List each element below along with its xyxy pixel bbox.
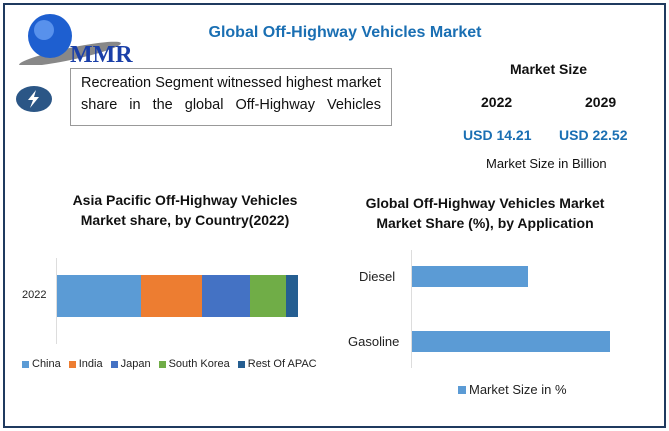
legend-label: Market Size in %: [469, 382, 567, 397]
frame: [3, 3, 666, 428]
lightning-bolt-icon: [16, 86, 52, 112]
chart2-axis: [411, 250, 412, 368]
legend-swatch: [237, 360, 245, 368]
year-2029: 2029: [585, 94, 617, 110]
highlight-note: Recreation Segment witnessed highest mar…: [70, 68, 392, 126]
legend-item: China: [22, 358, 61, 370]
market-size-label: Market Size: [510, 61, 588, 77]
stacked-bar: [57, 275, 298, 317]
chart1-axis: [56, 258, 57, 344]
legend-swatch: [22, 360, 29, 368]
bar-diesel: [412, 266, 529, 287]
chart2-legend: Market Size in %: [458, 382, 567, 397]
category-gasoline: Gasoline: [348, 334, 400, 349]
bar-segment-japan: [201, 275, 250, 317]
legend-swatch: [68, 360, 76, 368]
bar-segment-china: [57, 275, 142, 317]
chart1-title: Asia Pacific Off-Highway Vehicles Market…: [72, 192, 298, 228]
legend-label: China: [32, 358, 61, 370]
legend-swatch: [110, 360, 118, 368]
legend-label: Japan: [120, 358, 151, 370]
bar-segment-south-korea: [249, 275, 286, 317]
value-2029: USD 22.52: [559, 127, 628, 143]
bar-segment-rest-of-apac: [285, 275, 298, 317]
value-2022: USD 14.21: [463, 127, 532, 143]
legend-item: South Korea: [158, 358, 230, 370]
bar-gasoline: [412, 331, 610, 352]
legend-label: India: [78, 358, 103, 370]
legend-label: Rest Of APAC: [247, 358, 317, 370]
svg-text:MMR: MMR: [70, 42, 133, 65]
legend-swatch: [458, 385, 466, 394]
bar-segment-india: [141, 275, 202, 317]
unit-label: Market Size in Billion: [486, 156, 607, 171]
chart1-category: 2022: [22, 289, 47, 301]
legend-item: Japan: [110, 358, 151, 370]
chart2-title: Global Off-Highway Vehicles Market Marke…: [365, 195, 605, 231]
year-2022: 2022: [481, 94, 513, 110]
chart1-legend: China India Japan South Korea Rest Of APAC: [22, 358, 317, 370]
legend-swatch: [158, 360, 166, 368]
legend-item: India: [68, 358, 103, 370]
legend-label: South Korea: [168, 358, 230, 370]
mmr-logo: MMR: [19, 14, 133, 65]
page-title: Global Off-Highway Vehicles Market: [208, 24, 482, 41]
category-diesel: Diesel: [359, 269, 396, 284]
legend-item: Rest Of APAC: [237, 358, 317, 370]
